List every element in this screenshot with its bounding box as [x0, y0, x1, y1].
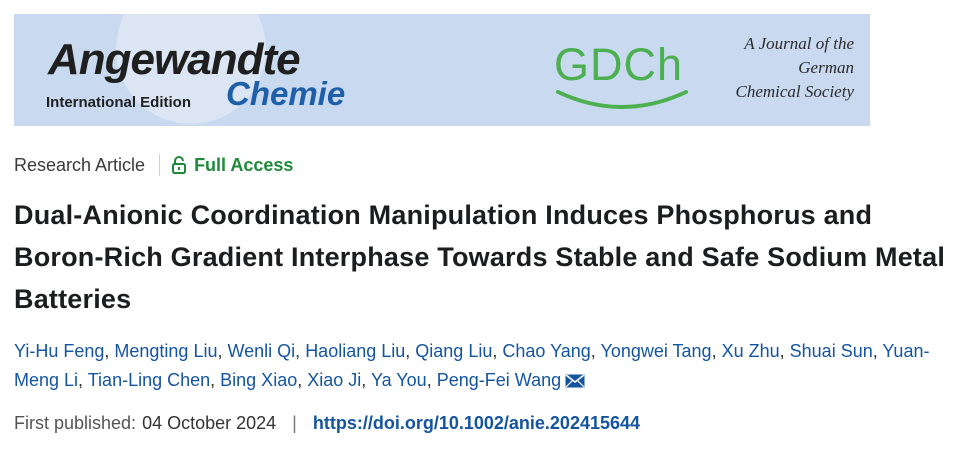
author-separator: ,	[872, 341, 883, 361]
author-separator: ,	[217, 341, 228, 361]
journal-logo-chemie: Chemie	[226, 75, 346, 112]
pub-separator: |	[292, 412, 297, 433]
doi-link[interactable]: https://doi.org/10.1002/anie.202415644	[312, 412, 641, 433]
author-link[interactable]: Ya You	[370, 370, 427, 390]
author-list: Yi-Hu Feng, Mengting Liu, Wenli Qi, Haol…	[14, 337, 959, 397]
journal-logo-angewandte: Angewandte	[48, 35, 301, 84]
article-type: Research Article	[14, 154, 146, 175]
author-link[interactable]: Haoliang Liu	[305, 341, 406, 361]
author-link[interactable]: Yuan-Meng Li	[14, 341, 930, 390]
access-label: Full Access	[194, 154, 294, 175]
gdch-arc-icon	[556, 90, 688, 109]
author-link[interactable]: Wenli Qi	[227, 341, 296, 361]
tagline-line-3: Chemical Society	[735, 82, 855, 101]
article-title: Dual-Anionic Coordination Manipulation I…	[14, 200, 946, 314]
tagline-line-1: A Journal of the	[744, 34, 854, 53]
journal-tagline: A Journal of the German Chemical Society	[736, 32, 855, 104]
article-meta: Research Article Full Access	[14, 152, 293, 178]
author-link[interactable]: Qiang Liu	[415, 341, 493, 361]
author-link[interactable]: Bing Xiao	[220, 370, 298, 390]
author-separator: ,	[405, 341, 416, 361]
author-link[interactable]: Xiao Ji	[307, 370, 362, 390]
author-separator: ,	[426, 370, 437, 390]
mail-icon[interactable]	[565, 368, 585, 397]
author-separator: ,	[104, 341, 115, 361]
author-separator: ,	[492, 341, 503, 361]
author-link[interactable]: Mengting Liu	[114, 341, 218, 361]
tagline-line-2: German	[798, 58, 854, 77]
author-separator: ,	[779, 341, 790, 361]
lock-open-icon	[172, 156, 187, 174]
author-link[interactable]: Tian-Ling Chen	[87, 370, 211, 390]
publication-info: First published: 04 October 2024 | https…	[14, 409, 640, 437]
author-separator: ,	[78, 370, 88, 390]
author-separator: ,	[361, 370, 371, 390]
gdch-logo: GDCh	[554, 39, 684, 90]
author-link[interactable]: Chao Yang	[502, 341, 591, 361]
meta-divider	[159, 154, 161, 176]
journal-banner[interactable]: Angewandte International Edition Chemie …	[14, 14, 870, 126]
author-separator: ,	[297, 370, 308, 390]
access-badge: Full Access	[172, 155, 293, 176]
author-separator: ,	[210, 370, 221, 390]
journal-edition: International Edition	[46, 94, 191, 111]
author-link[interactable]: Yongwei Tang	[600, 341, 712, 361]
author-link[interactable]: Peng-Fei Wang	[436, 370, 562, 390]
first-published-label: First published:	[14, 412, 137, 433]
author-link[interactable]: Yi-Hu Feng	[14, 341, 105, 361]
author-link[interactable]: Xu Zhu	[721, 341, 780, 361]
author-link[interactable]: Shuai Sun	[789, 341, 873, 361]
author-separator: ,	[711, 341, 722, 361]
author-separator: ,	[295, 341, 306, 361]
author-separator: ,	[590, 341, 601, 361]
first-published-date: 04 October 2024	[142, 412, 277, 433]
